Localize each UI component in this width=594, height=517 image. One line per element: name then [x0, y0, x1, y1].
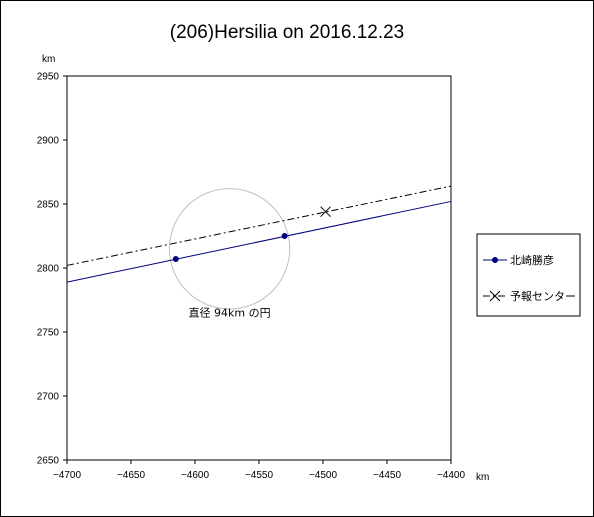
series-layer [66, 185, 452, 283]
legend-box [476, 233, 581, 317]
circle-annotation: 直径 94km の円 [189, 306, 271, 320]
chart-title: (206)Hersilia on 2016.12.23 [170, 22, 405, 43]
x-tick-label: −4500 [309, 470, 338, 481]
y-tick-label: 2700 [37, 392, 60, 403]
series-line-0 [66, 200, 452, 283]
y-axis-unit: km [42, 54, 55, 65]
legend-label-1: 予報センター [510, 290, 576, 303]
y-axis-ticks: 2650 2700 2750 2800 2850 2900 2950 [37, 72, 67, 467]
series-point-0 [172, 256, 179, 263]
y-tick-label: 2750 [37, 328, 60, 339]
x-axis-ticks: −4700 −4650 −4600 −4550 −4500 −4450 −4400 [53, 460, 466, 481]
x-tick-label: −4700 [53, 470, 82, 481]
x-axis-unit: km [476, 472, 489, 483]
diameter-circle [168, 188, 291, 310]
y-tick-label: 2850 [37, 200, 60, 211]
legend-marker-0 [492, 257, 498, 263]
series-line-1 [66, 185, 452, 266]
x-tick-label: −4650 [117, 470, 146, 481]
legend-label-0: 北崎勝彦 [510, 253, 554, 267]
y-tick-label: 2900 [37, 136, 60, 147]
y-tick-label: 2800 [37, 264, 60, 275]
legend-marker-1 [489, 290, 501, 302]
plot-area [66, 75, 452, 461]
series-point-1 [320, 206, 331, 218]
x-tick-label: −4600 [181, 470, 210, 481]
y-tick-label: 2950 [37, 72, 60, 83]
x-tick-label: −4450 [373, 470, 402, 481]
series-point-0 [281, 233, 288, 239]
x-tick-label: −4550 [245, 470, 274, 481]
circle-layer [168, 188, 291, 310]
y-tick-label: 2650 [37, 456, 60, 467]
x-tick-label: −4400 [437, 470, 466, 481]
